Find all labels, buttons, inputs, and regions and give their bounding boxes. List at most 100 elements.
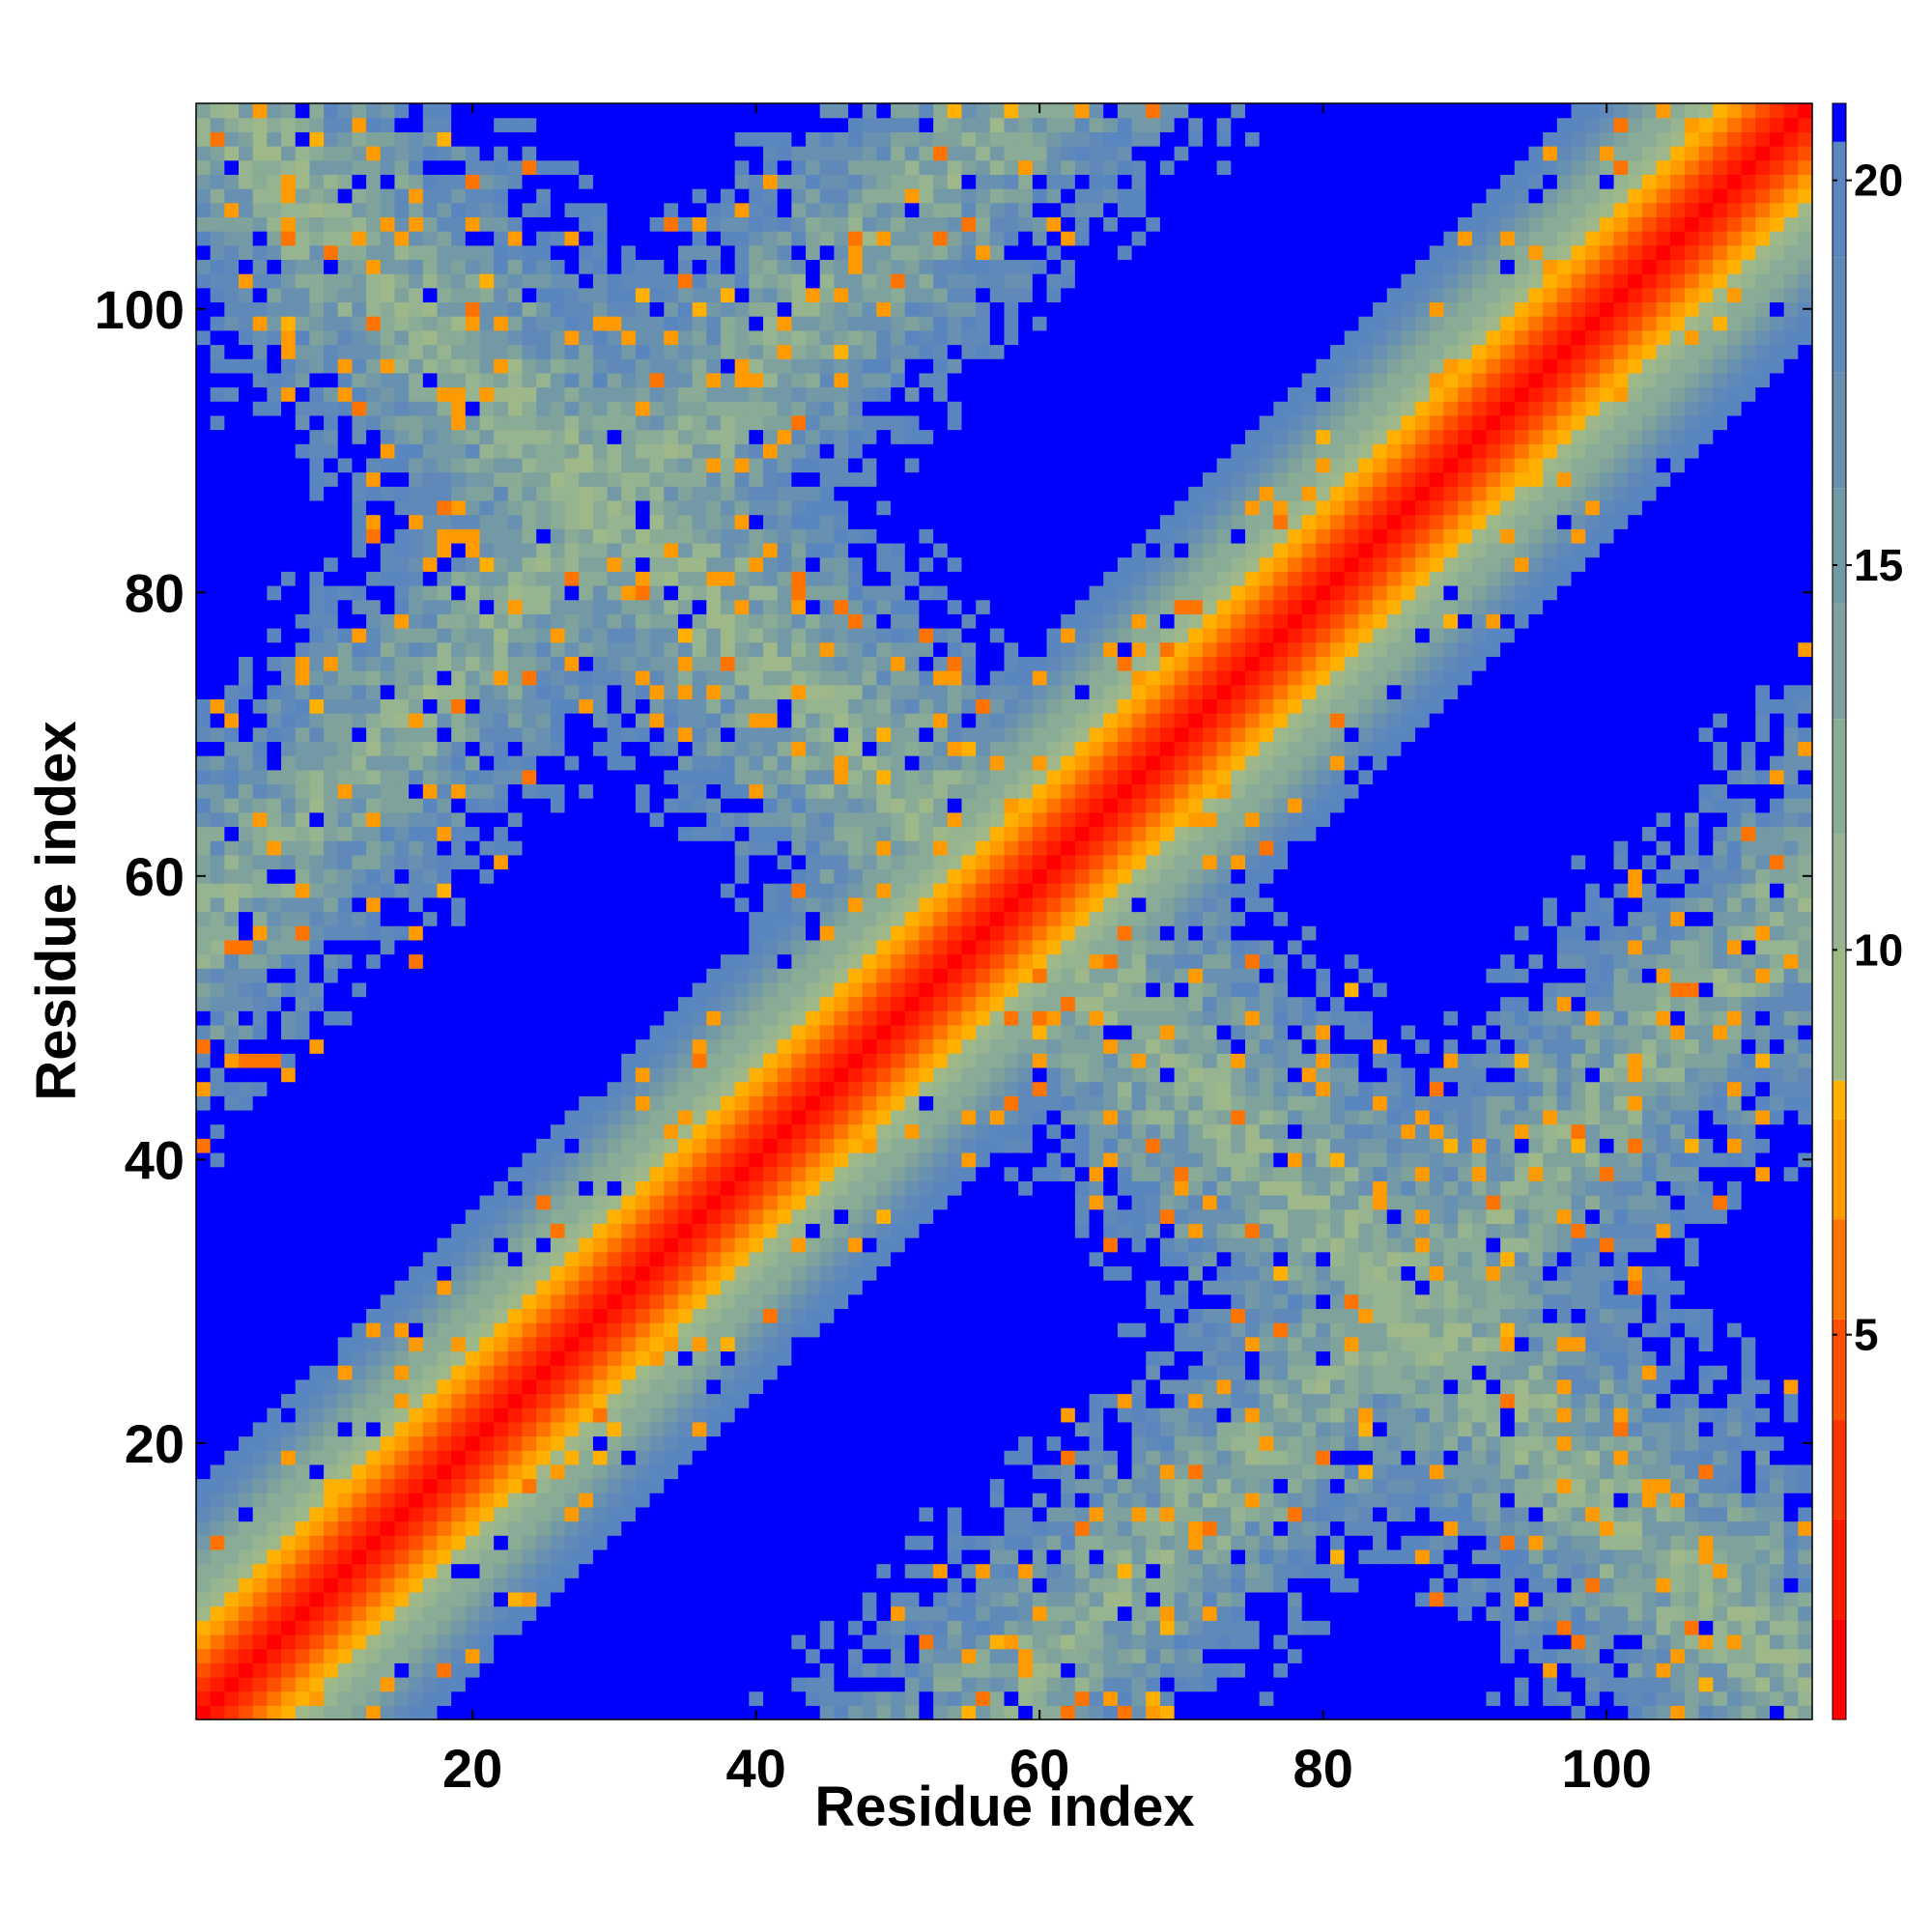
heatmap-cell [437, 713, 452, 728]
heatmap-cell [579, 726, 594, 742]
heatmap-cell [763, 698, 779, 714]
heatmap-cell [592, 287, 609, 303]
heatmap-cell [210, 911, 225, 926]
heatmap-cell [422, 188, 439, 204]
heatmap-cell [422, 344, 439, 359]
heatmap-cell [550, 514, 566, 529]
heatmap-cell [494, 1350, 509, 1366]
heatmap-cell [607, 386, 622, 402]
heatmap-cell [224, 329, 240, 346]
heatmap-cell [621, 1450, 637, 1465]
heatmap-cell [592, 117, 609, 132]
heatmap-cell [734, 1450, 750, 1465]
heatmap-cell [479, 811, 495, 828]
heatmap-cell [536, 584, 552, 601]
heatmap-cell [366, 457, 382, 473]
heatmap-cell [210, 1208, 225, 1224]
heatmap-cell [352, 1676, 367, 1692]
heatmap-cell [337, 599, 354, 614]
heatmap-cell [465, 259, 481, 274]
heatmap-cell [281, 344, 297, 359]
heatmap-cell [239, 571, 254, 586]
heatmap-cell [806, 1237, 821, 1253]
heatmap-cell [380, 1350, 396, 1366]
heatmap-cell [324, 1634, 339, 1650]
heatmap-cell [536, 741, 552, 756]
heatmap-cell [579, 1280, 594, 1295]
heatmap-cell [324, 188, 339, 204]
heatmap-cell [267, 542, 282, 558]
heatmap-cell [564, 627, 580, 643]
heatmap-cell [409, 414, 424, 431]
heatmap-cell [409, 287, 424, 303]
heatmap-cell [394, 684, 410, 699]
heatmap-cell [749, 968, 764, 983]
heatmap-cell [522, 1038, 537, 1054]
heatmap-cell [677, 1535, 694, 1550]
heatmap-cell [791, 471, 807, 487]
heatmap-cell [664, 401, 679, 416]
heatmap-cell [777, 1208, 792, 1224]
heatmap-cell [607, 244, 622, 261]
heatmap-cell [806, 1620, 821, 1635]
heatmap-cell [451, 826, 467, 841]
heatmap-cell [522, 1024, 537, 1040]
heatmap-cell [763, 1450, 779, 1465]
heatmap-cell [763, 486, 779, 501]
heatmap-cell [352, 1265, 367, 1281]
heatmap-cell [239, 1591, 254, 1607]
heatmap-cell [451, 1053, 467, 1068]
heatmap-cell [465, 1605, 481, 1621]
heatmap-cell [252, 188, 268, 204]
heatmap-cell [692, 1676, 707, 1692]
heatmap-cell [324, 1066, 339, 1083]
heatmap-cell [409, 1634, 424, 1650]
heatmap-cell [749, 854, 764, 870]
heatmap-cell [806, 372, 821, 388]
heatmap-cell [465, 273, 481, 289]
heatmap-cell [664, 1393, 679, 1408]
heatmap-cell [677, 1109, 694, 1125]
heatmap-cell [239, 329, 254, 346]
heatmap-cell [664, 911, 679, 926]
heatmap-cell [437, 1577, 452, 1593]
heatmap-cell [494, 968, 509, 983]
heatmap-cell [352, 117, 367, 132]
heatmap-cell [592, 968, 609, 983]
heatmap-cell [635, 1053, 651, 1068]
heatmap-cell [239, 641, 254, 657]
heatmap-cell [337, 1010, 354, 1026]
heatmap-cell [649, 996, 665, 1011]
heatmap-cell [422, 798, 439, 813]
heatmap-cell [579, 1648, 594, 1663]
heatmap-cell [677, 1308, 694, 1323]
heatmap-cell [507, 1577, 524, 1593]
heatmap-cell [791, 117, 807, 132]
heatmap-cell [394, 925, 410, 941]
heatmap-cell [267, 840, 282, 856]
heatmap-cell [210, 159, 225, 175]
heatmap-cell [592, 1208, 609, 1224]
heatmap-cell [309, 584, 325, 601]
heatmap-cell [677, 117, 694, 132]
heatmap-cell [239, 1492, 254, 1508]
heatmap-cell [607, 1053, 622, 1068]
heatmap-cell [309, 713, 325, 728]
heatmap-cell [224, 1251, 240, 1266]
heatmap-cell [522, 1223, 537, 1238]
heatmap-cell [494, 486, 509, 501]
heatmap-cell [706, 174, 722, 189]
heatmap-cell [451, 1506, 467, 1522]
heatmap-cell [507, 1478, 524, 1493]
heatmap-cell [649, 741, 665, 756]
heatmap-cell [536, 344, 552, 359]
heatmap-cell [224, 713, 240, 728]
heatmap-cell [536, 1280, 552, 1295]
heatmap-cell [324, 372, 339, 388]
heatmap-cell [337, 1548, 354, 1565]
heatmap-cell [479, 486, 495, 501]
heatmap-cell [507, 259, 524, 274]
heatmap-cell [196, 925, 212, 941]
heatmap-cell [664, 698, 679, 714]
heatmap-cell [579, 1407, 594, 1423]
